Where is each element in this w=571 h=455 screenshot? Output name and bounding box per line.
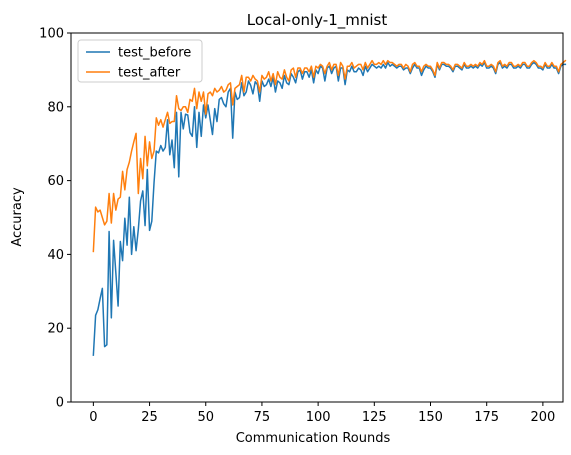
chart-title: Local-only-1_mnist	[247, 11, 388, 30]
legend: test_before test_after	[77, 39, 203, 83]
x-axis-ticks: 0 25 50 75 100 125 150 175 200	[89, 402, 555, 425]
series-line-test-after	[92, 59, 567, 253]
y-tick-label: 20	[47, 322, 64, 337]
x-tick-label: 100	[306, 410, 331, 425]
series-line-test-before	[92, 61, 567, 356]
legend-label: test_after	[118, 66, 181, 81]
x-tick-label: 175	[474, 410, 499, 425]
y-axis-label: Accuracy	[10, 187, 25, 247]
x-tick-label: 25	[141, 410, 158, 425]
x-tick-label: 125	[362, 410, 387, 425]
y-tick-label: 60	[47, 174, 64, 189]
x-axis-label: Communication Rounds	[236, 431, 391, 446]
y-tick-label: 100	[39, 27, 64, 42]
legend-label: test_before	[118, 46, 191, 61]
x-tick-label: 75	[254, 410, 271, 425]
y-axis-ticks: 0 20 40 60 80 100	[39, 27, 71, 411]
series-layer	[92, 59, 567, 356]
y-tick-label: 0	[56, 396, 64, 411]
x-tick-label: 0	[89, 410, 97, 425]
y-tick-label: 80	[47, 100, 64, 115]
y-tick-label: 40	[47, 248, 64, 263]
plot-frame	[70, 32, 564, 403]
x-tick-label: 150	[418, 410, 443, 425]
x-tick-label: 200	[530, 410, 555, 425]
x-tick-label: 50	[197, 410, 214, 425]
